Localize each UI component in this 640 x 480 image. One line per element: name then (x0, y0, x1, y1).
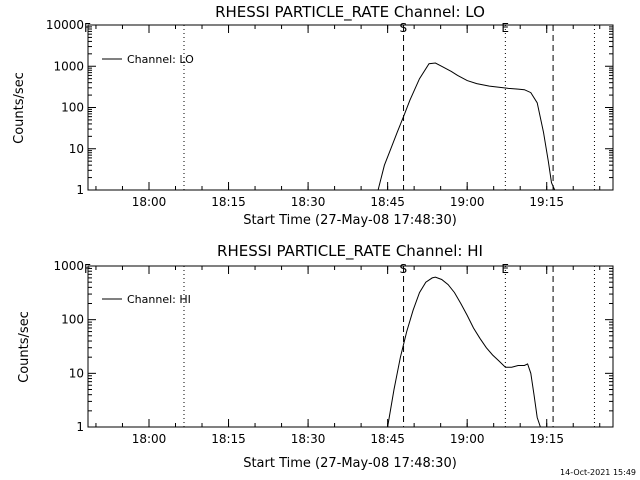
lo-marker-e: E (501, 21, 509, 35)
hi-y-tick-label: 1000 (53, 259, 84, 273)
lo-marker-s: S (400, 21, 408, 35)
hi-marker-s: S (400, 262, 408, 276)
lo-y-tick-label: 1 (76, 183, 84, 197)
lo-x-axis-label: Start Time (27-May-08 17:48:30) (243, 213, 457, 228)
hi-y-tick-label: 1 (76, 420, 84, 434)
hi-chart-title: RHESSI PARTICLE_RATE Channel: HI (217, 242, 483, 261)
hi-series-line (387, 276, 541, 428)
lo-x-tick-label: 18:00 (132, 195, 167, 209)
hi-x-tick-label: 18:30 (291, 432, 326, 446)
hi-x-tick-label: 18:00 (132, 432, 167, 446)
hi-y-tick-label: 10 (69, 366, 84, 380)
lo-y-tick-label: 1000 (53, 59, 84, 73)
lo-y-tick-label: 10000 (46, 18, 84, 32)
hi-marker-f: F (84, 262, 91, 276)
lo-legend-label: Channel: LO (127, 53, 194, 66)
lo-series-line (377, 62, 556, 191)
hi-marker-e: E (501, 262, 509, 276)
hi-plot-frame (87, 265, 614, 428)
lo-x-tick-label: 19:00 (450, 195, 485, 209)
lo-x-tick-label: 18:15 (211, 195, 246, 209)
lo-x-tick-label: 18:45 (370, 195, 405, 209)
hi-x-tick-label: 18:15 (211, 432, 246, 446)
hi-channel-panel: RHESSI PARTICLE_RATE Channel: HI Start T… (17, 242, 614, 471)
hi-x-tick-label: 19:15 (529, 432, 564, 446)
hi-x-axis-label: Start Time (27-May-08 17:48:30) (243, 456, 457, 471)
lo-y-tick-label: 10 (69, 142, 84, 156)
hi-y-tick-label: 100 (61, 313, 84, 327)
lo-chart-title: RHESSI PARTICLE_RATE Channel: LO (215, 3, 485, 22)
lo-x-tick-label: 18:30 (291, 195, 326, 209)
lo-plot-frame (87, 24, 614, 191)
lo-y-axis-label: Counts/sec (12, 72, 27, 144)
hi-x-tick-label: 19:00 (450, 432, 485, 446)
hi-x-tick-label: 18:45 (370, 432, 405, 446)
generation-timestamp: 14-Oct-2021 15:49 (560, 468, 636, 477)
hi-y-axis-label: Counts/sec (17, 311, 32, 383)
lo-x-tick-label: 19:15 (529, 195, 564, 209)
lo-y-tick-label: 100 (61, 101, 84, 115)
hi-legend-label: Channel: HI (127, 293, 191, 306)
lo-channel-panel: RHESSI PARTICLE_RATE Channel: LO Start T… (12, 3, 614, 228)
lo-marker-f: F (84, 21, 91, 35)
